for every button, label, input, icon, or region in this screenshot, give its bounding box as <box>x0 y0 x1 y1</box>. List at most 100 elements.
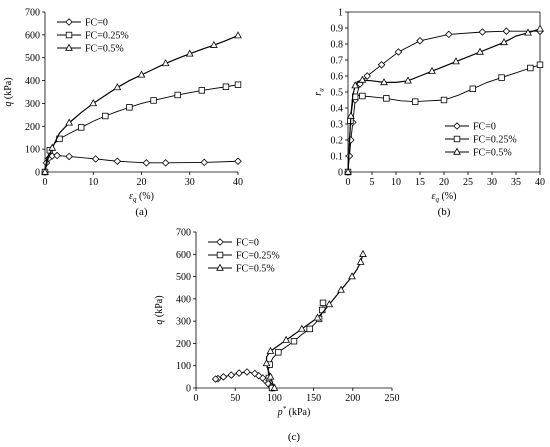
x-tick-label: 250 <box>385 393 400 404</box>
legend-label: FC=0.5% <box>473 148 512 159</box>
data-point-square <box>469 85 476 92</box>
data-point-diamond <box>377 61 386 69</box>
x-tick-label: 15 <box>415 177 425 188</box>
x-axis-label: p* (kPa) <box>277 405 311 418</box>
x-axis-label-symbol: ε <box>432 191 436 202</box>
data-point-square <box>77 124 85 131</box>
data-point-square <box>440 96 448 104</box>
y-tick-label: 0.4 <box>331 104 344 115</box>
data-point-square <box>65 31 73 39</box>
x-tick-label: 30 <box>185 177 195 188</box>
y-tick-label: 700 <box>25 8 40 19</box>
x-tick-label: 0 <box>346 177 351 188</box>
data-point-triangle <box>137 70 146 78</box>
data-point-square <box>306 325 313 333</box>
y-tick-label: 0 <box>35 168 40 179</box>
data-point-triangle <box>262 359 271 367</box>
data-point-diamond <box>219 373 228 381</box>
x-tick-label: 10 <box>88 177 98 188</box>
data-point-square <box>290 337 298 345</box>
data-point-square <box>359 92 366 100</box>
y-tick-label: 0.8 <box>331 40 344 51</box>
data-point-triangle <box>297 324 306 332</box>
series-line <box>347 28 541 173</box>
series-square <box>41 81 242 176</box>
data-point-triangle <box>380 78 388 86</box>
y-axis-label-symbol: q <box>154 320 165 325</box>
data-point-diamond <box>478 28 487 36</box>
x-tick-label: 0 <box>194 393 199 404</box>
legend-item: FC=0.5% <box>445 148 512 159</box>
panel-label: (a) <box>135 206 148 218</box>
data-point-triangle <box>113 83 122 91</box>
y-tick-label: 0.1 <box>331 152 344 163</box>
series-triangle <box>262 249 367 391</box>
legend-item: FC=0 <box>445 122 496 133</box>
data-point-triangle <box>337 285 345 293</box>
y-tick-label: 200 <box>25 122 40 133</box>
data-point-triangle <box>185 49 194 57</box>
data-point-triangle <box>266 372 275 380</box>
data-point-triangle <box>404 76 412 84</box>
data-point-diamond <box>347 136 355 144</box>
data-point-diamond <box>445 30 453 39</box>
legend-item: FC=0.5% <box>208 264 275 275</box>
x-axis-label: εq (%) <box>129 191 154 204</box>
data-point-diamond <box>211 375 220 383</box>
x-tick-label: 5 <box>370 177 375 188</box>
y-tick-label: 500 <box>176 272 191 283</box>
y-axis-label-subscript: u <box>318 88 326 92</box>
x-tick-label: 20 <box>439 177 449 188</box>
y-tick-label: 400 <box>176 294 191 305</box>
x-tick-label: 40 <box>233 177 243 188</box>
x-tick-label: 30 <box>487 177 497 188</box>
data-point-diamond <box>53 151 61 160</box>
data-point-diamond <box>65 18 73 26</box>
series-line <box>267 302 324 389</box>
data-point-triangle <box>453 147 461 155</box>
x-tick-label: 200 <box>345 393 360 404</box>
x-tick-label: 40 <box>535 177 545 188</box>
data-point-diamond <box>142 159 151 167</box>
data-point-diamond <box>113 157 122 166</box>
legend-item: FC=0 <box>57 18 108 29</box>
y-axis-label: ru <box>313 88 326 96</box>
data-point-square <box>536 61 544 68</box>
x-tick-label: 150 <box>306 393 321 404</box>
data-point-triangle <box>65 43 73 51</box>
legend-label: FC=0.25% <box>236 251 280 262</box>
y-tick-label: 100 <box>176 361 191 372</box>
y-tick-label: 0 <box>186 384 191 395</box>
data-point-diamond <box>234 157 242 166</box>
legend: FC=0 FC=0.25% FC=0.5% <box>57 18 129 55</box>
series-square <box>344 61 544 176</box>
y-tick-label: 0.5 <box>331 88 344 99</box>
legend-label: FC=0 <box>473 122 496 133</box>
data-point-triangle <box>234 31 242 39</box>
data-point-triangle <box>500 38 508 46</box>
data-point-triangle <box>344 167 352 175</box>
y-tick-label: 100 <box>25 145 40 156</box>
legend-item: FC=0.25% <box>445 135 517 146</box>
data-point-diamond <box>453 122 461 130</box>
series-line <box>44 34 239 173</box>
data-point-diamond <box>91 155 100 163</box>
x-tick-label: 100 <box>267 393 282 404</box>
y-axis-label-symbol: r <box>313 92 324 96</box>
data-point-diamond <box>243 368 251 376</box>
x-tick-label: 10 <box>391 177 401 188</box>
y-tick-label: 500 <box>25 53 40 64</box>
data-point-square <box>234 81 242 88</box>
y-tick-label: 400 <box>25 76 40 87</box>
x-axis-label-subscript: q <box>133 196 137 204</box>
data-point-diamond <box>502 27 511 35</box>
data-point-square <box>453 135 461 143</box>
y-tick-label: 600 <box>176 250 191 261</box>
panel-label: (c) <box>288 431 301 443</box>
data-point-triangle <box>476 47 484 55</box>
data-point-triangle <box>356 257 365 265</box>
data-point-triangle <box>161 59 170 67</box>
x-tick-label: 35 <box>511 177 521 188</box>
